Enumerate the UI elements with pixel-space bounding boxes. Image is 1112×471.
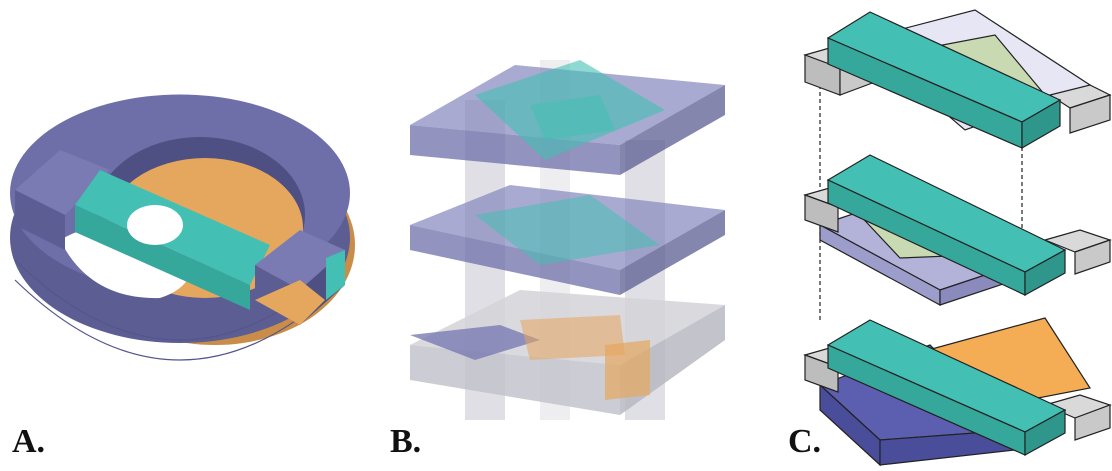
panel-label-a: A. — [12, 423, 46, 460]
left-block-top — [15, 150, 110, 215]
orange-wedge — [255, 280, 325, 325]
panel-b-illustration — [410, 60, 725, 420]
teal-bar-notch — [127, 205, 183, 245]
panel-label-b: B. — [390, 423, 422, 460]
left-block-side — [15, 190, 65, 250]
panel-b: B. — [380, 0, 750, 471]
panel-label-c: C. — [788, 423, 822, 460]
layer-middle — [410, 185, 725, 295]
stack-bottom — [803, 317, 1112, 467]
layer-bottom — [410, 290, 725, 415]
teal-bar-side — [75, 205, 250, 310]
stack-top — [803, 9, 1112, 150]
stack-middle — [803, 154, 1112, 307]
panel-c-illustration — [803, 9, 1112, 467]
teal-edge-strip — [326, 250, 345, 300]
panel-a: A. — [0, 0, 370, 471]
panel-a-illustration — [10, 94, 355, 361]
right-block-top — [255, 230, 345, 290]
panel-c: C. — [760, 0, 1112, 471]
layer-top — [410, 60, 725, 175]
